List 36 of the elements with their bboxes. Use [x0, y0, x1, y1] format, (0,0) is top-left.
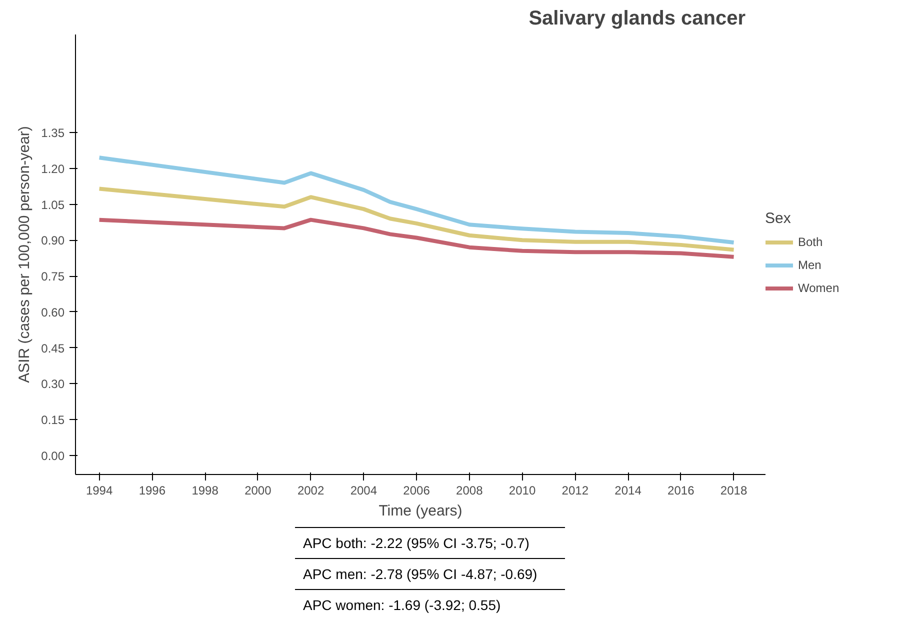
x-tick-label: 2006 [403, 484, 430, 498]
x-tick-label: 1994 [86, 484, 113, 498]
y-tick-label: 0.90 [41, 234, 65, 248]
y-tick-label: 0.75 [41, 270, 65, 284]
y-axis-title: ASIR (cases per 100,000 person-year) [16, 126, 34, 383]
x-tick-label: 2002 [297, 484, 324, 498]
legend-label: Men [798, 258, 822, 272]
line-series [97, 186, 736, 252]
y-tick-label: 0.15 [41, 413, 65, 427]
legend-label: Both [798, 235, 823, 249]
text: APC both: -2.22 (95% CI -3.75; -0.7) [295, 527, 565, 558]
x-axis-title: Time (years) [378, 502, 462, 520]
text: APC women: -1.69 (-3.92; 0.55) [295, 589, 565, 620]
y-tick-label: 0.60 [41, 305, 65, 320]
x-tick-label: 1998 [192, 484, 219, 498]
x-tick-label: 2010 [508, 484, 536, 498]
chart-title: Salivary glands cancer [528, 8, 746, 30]
x-tick-label: 2008 [456, 484, 484, 498]
x-tick-label: 2016 [668, 484, 695, 498]
line-series [97, 218, 736, 259]
x-tick-label: 2018 [720, 484, 748, 498]
line-series [97, 156, 736, 245]
x-tick-label: 2012 [562, 484, 589, 498]
legend-title: Sex [765, 210, 792, 227]
legend-label: Women [798, 281, 840, 295]
x-tick-label: 2014 [614, 484, 642, 498]
y-tick-label: 0.00 [41, 448, 65, 463]
y-tick-label: 1.05 [41, 198, 65, 212]
y-tick-label: 1.35 [41, 126, 65, 140]
y-tick-label: 1.20 [41, 162, 65, 176]
x-tick-label: 2000 [244, 484, 272, 498]
text: APC men: -2.78 (95% CI -4.87; -0.69) [295, 558, 565, 589]
y-tick-label: 0.45 [41, 341, 65, 356]
x-tick-label: 2004 [350, 484, 378, 498]
x-tick-label: 1996 [138, 484, 166, 498]
y-tick-label: 0.30 [41, 377, 65, 392]
